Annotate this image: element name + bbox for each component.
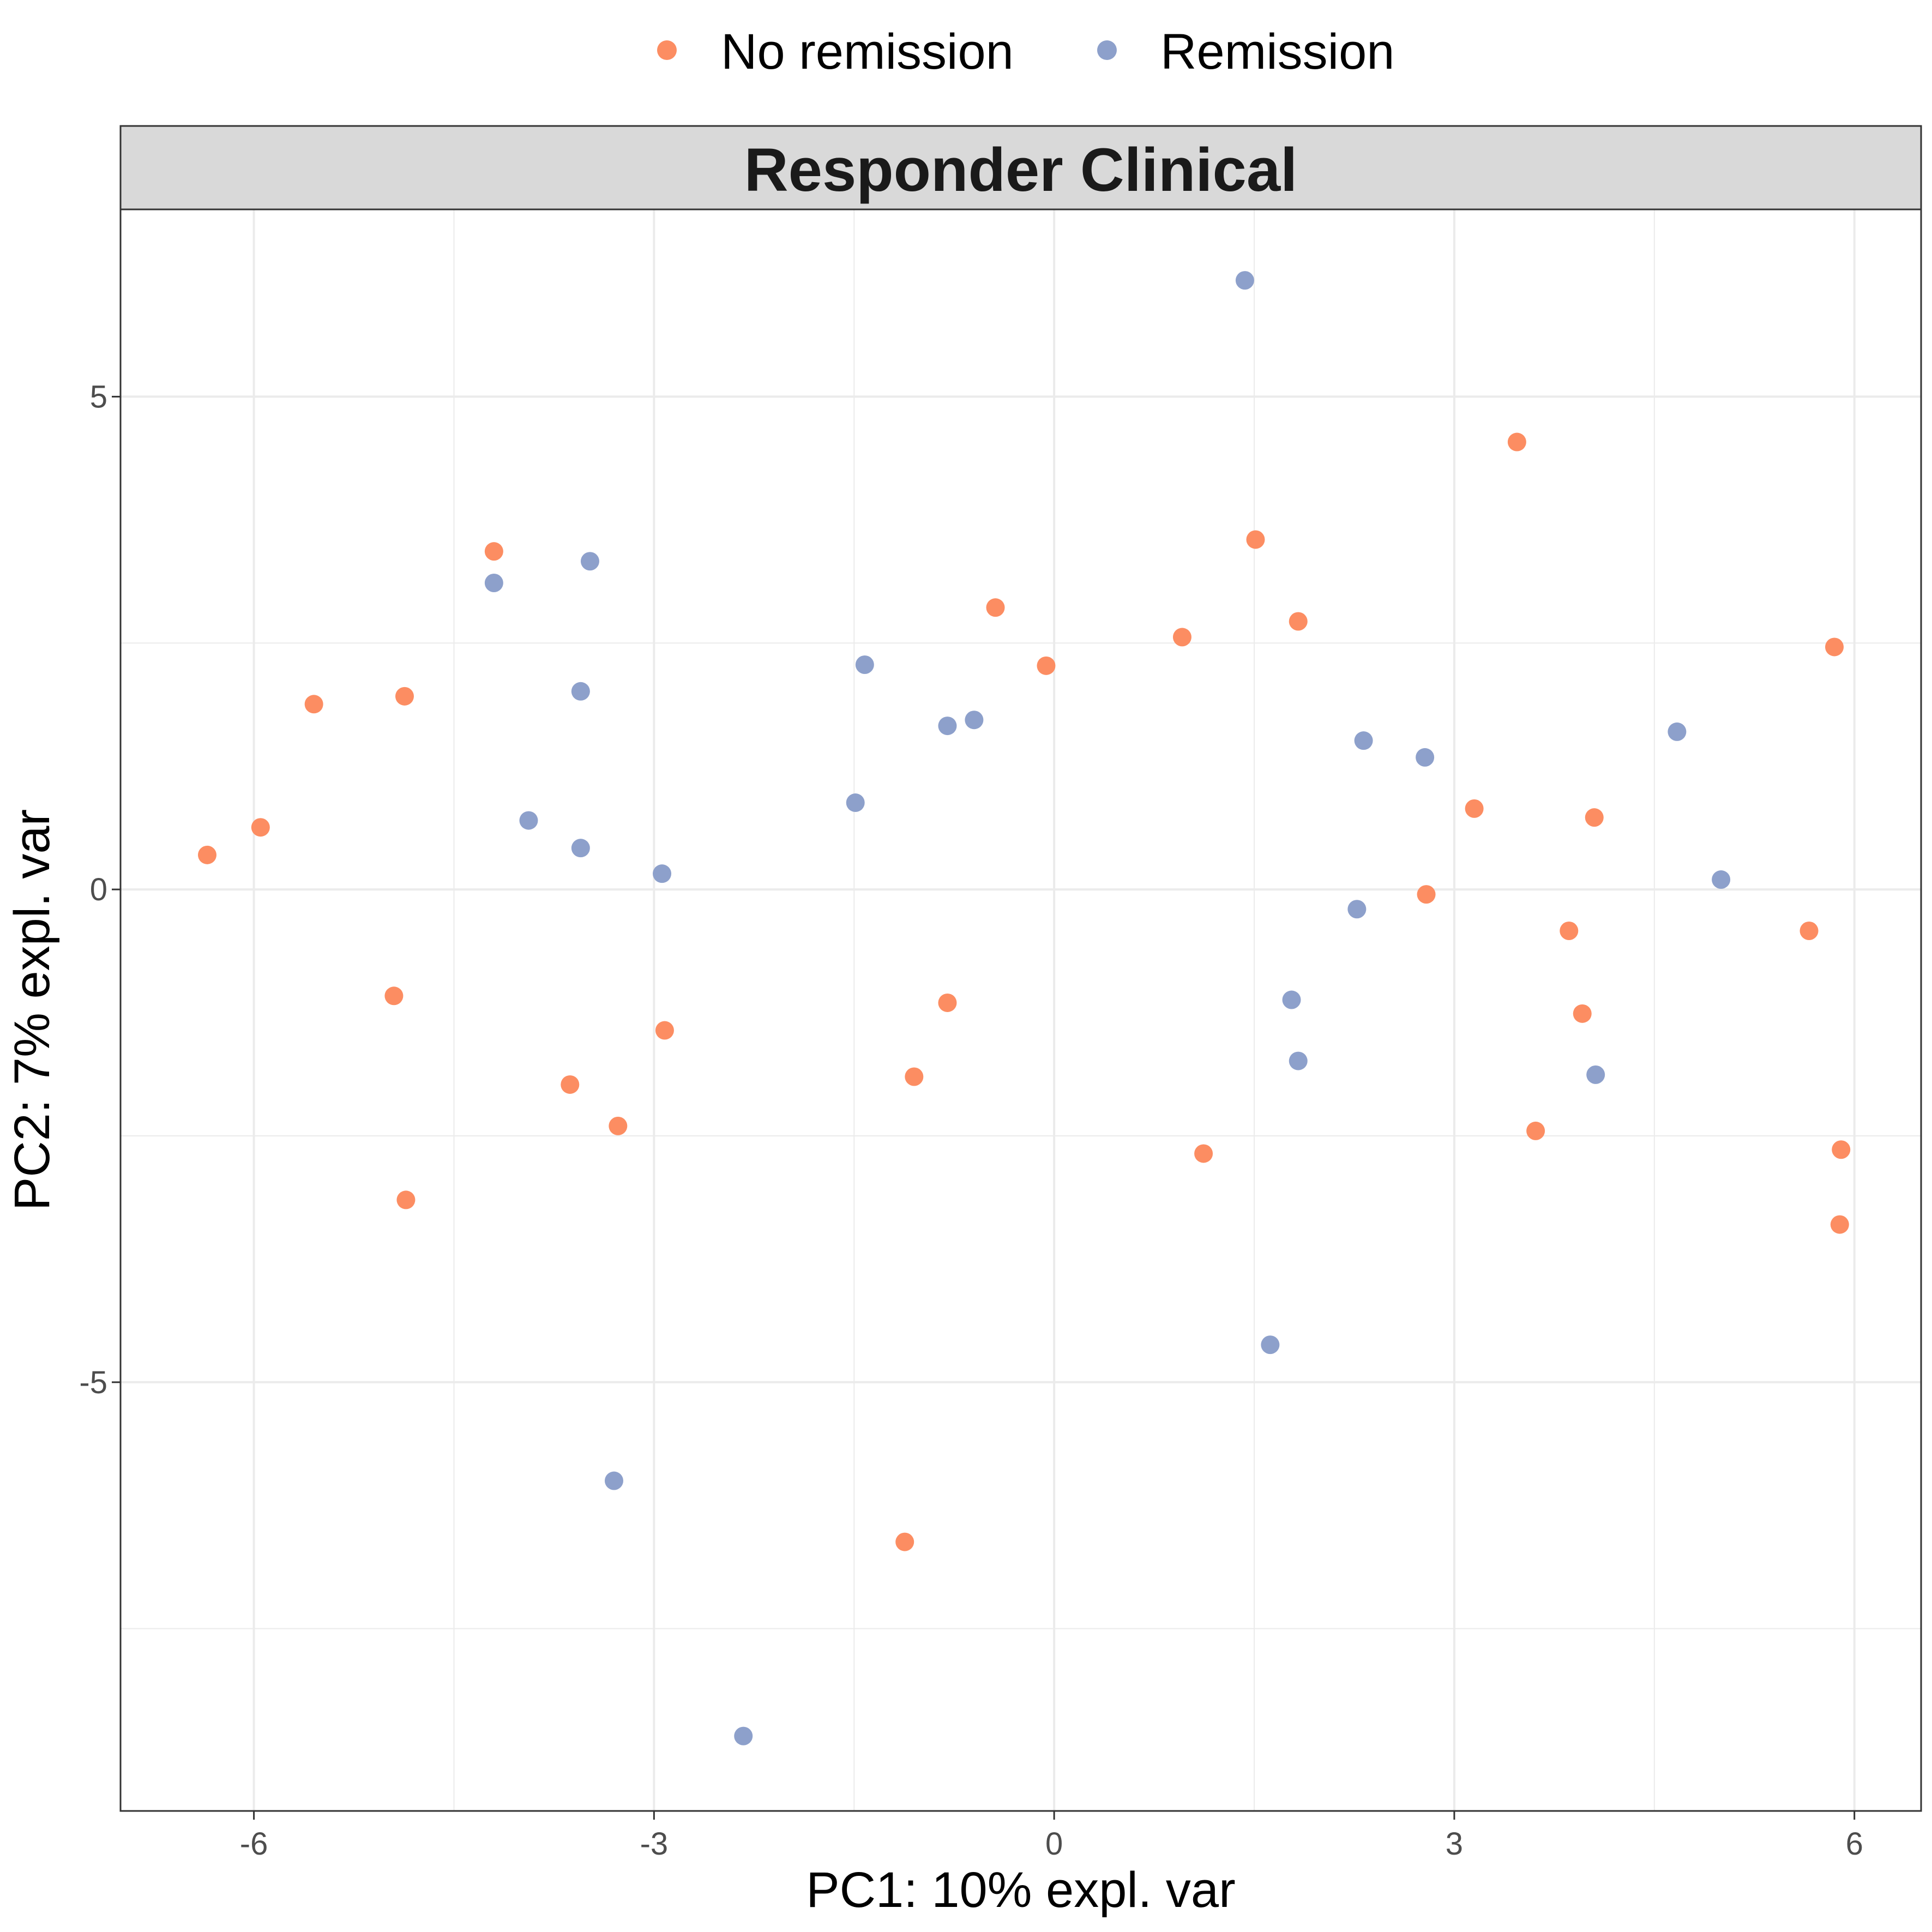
point-no-remission (1573, 1004, 1592, 1023)
point-remission (519, 811, 538, 830)
point-no-remission (1832, 1140, 1851, 1159)
x-tick-label: 0 (1045, 1826, 1063, 1862)
point-remission (653, 864, 672, 883)
point-no-remission (197, 845, 216, 864)
grid-lines (121, 209, 1921, 1811)
data-points (197, 271, 1851, 1746)
point-no-remission (561, 1075, 580, 1094)
point-no-remission (1585, 808, 1604, 827)
point-no-remission (1830, 1215, 1849, 1234)
point-no-remission (1799, 922, 1819, 941)
point-no-remission (1194, 1144, 1213, 1163)
point-no-remission (484, 542, 503, 561)
point-no-remission (1417, 885, 1436, 904)
point-no-remission (1289, 612, 1308, 631)
point-remission (938, 717, 957, 736)
point-remission (604, 1471, 623, 1490)
point-no-remission (986, 598, 1005, 617)
facet-label: Responder Clinical (744, 136, 1297, 204)
point-remission (1289, 1051, 1308, 1070)
point-no-remission (895, 1532, 914, 1551)
point-remission (484, 573, 503, 592)
point-remission (1282, 990, 1301, 1009)
point-remission (571, 839, 590, 858)
point-no-remission (1526, 1121, 1545, 1140)
point-remission (734, 1726, 753, 1746)
y-tick-label: 5 (90, 379, 107, 414)
point-remission (1235, 271, 1254, 290)
legend-marker-no-remission (657, 40, 677, 60)
point-no-remission (1465, 799, 1484, 818)
point-remission (1261, 1335, 1280, 1355)
point-no-remission (905, 1067, 924, 1086)
point-no-remission (396, 1190, 416, 1209)
legend: No remission Remission (657, 24, 1394, 80)
point-no-remission (1507, 432, 1526, 452)
point-remission (855, 655, 874, 675)
point-remission (571, 682, 590, 701)
point-no-remission (1037, 656, 1056, 675)
point-no-remission (1172, 628, 1191, 647)
point-remission (1416, 748, 1435, 767)
plot-panel-border (119, 208, 1922, 1812)
x-tick-label: 6 (1846, 1826, 1863, 1862)
x-axis-title: PC1: 10% expl. var (806, 1862, 1235, 1918)
legend-marker-remission (1097, 40, 1117, 60)
axis-ticks: -6 -3 0 3 6 -5 0 5 (79, 379, 1863, 1862)
point-no-remission (304, 695, 323, 714)
point-no-remission (251, 818, 270, 837)
point-remission (1347, 900, 1367, 919)
point-no-remission (609, 1116, 628, 1135)
point-remission (1354, 731, 1373, 750)
point-no-remission (1246, 530, 1265, 549)
point-no-remission (1825, 637, 1844, 657)
x-tick-label: 3 (1446, 1826, 1463, 1862)
point-remission (1712, 870, 1731, 889)
point-no-remission (1560, 922, 1579, 941)
legend-label-remission: Remission (1160, 24, 1394, 80)
plot-panel-background (121, 209, 1921, 1811)
x-tick-label: -6 (240, 1826, 268, 1862)
point-no-remission (384, 986, 404, 1006)
y-axis-title: PC2: 7% expl. var (4, 809, 60, 1211)
point-remission (580, 552, 599, 571)
point-no-remission (655, 1021, 674, 1040)
x-tick-label: -3 (640, 1826, 669, 1862)
point-no-remission (395, 687, 414, 706)
point-remission (965, 711, 984, 730)
point-no-remission (938, 993, 957, 1012)
legend-label-no-remission: No remission (721, 24, 1014, 80)
point-remission (1586, 1065, 1605, 1084)
point-remission (1668, 722, 1687, 741)
facet-strip-background (119, 125, 1922, 210)
y-tick-label: -5 (79, 1365, 107, 1400)
point-remission (846, 793, 865, 812)
facet-strip: Responder Clinical (119, 125, 1922, 210)
y-tick-label: 0 (90, 872, 107, 907)
